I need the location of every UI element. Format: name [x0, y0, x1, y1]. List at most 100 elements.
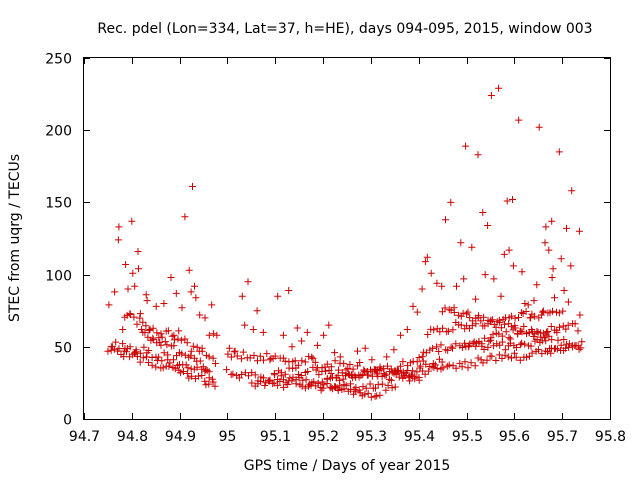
data-point — [575, 227, 583, 235]
data-point — [181, 335, 189, 343]
data-point — [225, 344, 233, 352]
data-point — [189, 342, 197, 350]
data-point — [188, 372, 196, 380]
x-tick-label: 94.7 — [69, 429, 100, 445]
data-point — [211, 382, 219, 390]
data-point — [279, 331, 287, 339]
data-point — [500, 250, 508, 258]
plot-frame — [83, 57, 611, 420]
data-point — [413, 308, 421, 316]
data-point — [534, 346, 542, 354]
data-point — [488, 352, 496, 360]
data-point — [373, 392, 381, 400]
data-point — [454, 311, 462, 319]
data-point — [171, 336, 178, 344]
data-point — [430, 364, 438, 372]
data-point — [463, 310, 471, 318]
data-point — [145, 326, 153, 334]
data-point — [437, 341, 445, 349]
y-axis-label: STEC from uqrg / TECUs — [7, 154, 23, 322]
data-point — [172, 289, 180, 297]
data-point — [138, 326, 146, 333]
data-point — [123, 311, 131, 319]
data-point — [170, 331, 178, 339]
data-point — [504, 353, 512, 361]
data-point — [548, 217, 556, 225]
data-point — [233, 352, 241, 360]
x-axis-ticks: 94.7 94.8 94.9 95 95.1 95.2 95.3 95.4 95.5 95.6 95… — [69, 58, 626, 445]
data-point — [249, 326, 257, 333]
data-point — [170, 342, 178, 350]
data-point — [129, 269, 137, 277]
data-point — [518, 339, 526, 347]
data-point — [160, 300, 168, 307]
data-point — [535, 123, 543, 131]
data-point — [462, 142, 470, 150]
data-point — [539, 307, 547, 315]
data-point — [152, 302, 160, 310]
data-point — [251, 371, 259, 379]
data-point — [512, 353, 520, 361]
data-point — [530, 312, 538, 320]
data-point — [563, 224, 570, 232]
data-point — [322, 367, 329, 375]
data-point — [551, 344, 559, 352]
data-point — [133, 353, 141, 360]
data-point — [549, 307, 556, 315]
data-point — [342, 382, 350, 390]
data-point — [415, 354, 423, 361]
data-point — [522, 308, 530, 315]
data-point — [201, 377, 209, 385]
data-point — [193, 363, 201, 371]
data-point — [424, 367, 432, 375]
data-point — [480, 346, 488, 353]
data-point — [438, 282, 446, 290]
data-point — [514, 330, 522, 338]
data-point — [384, 362, 391, 370]
data-point — [229, 370, 237, 378]
data-point — [487, 92, 495, 99]
data-point — [327, 370, 335, 377]
data-point — [241, 321, 249, 329]
data-point — [567, 262, 575, 270]
data-point — [553, 308, 560, 316]
data-point — [458, 363, 466, 371]
data-point — [139, 354, 147, 362]
data-point — [390, 369, 398, 377]
data-point — [276, 378, 284, 385]
data-point — [157, 341, 165, 349]
data-point — [474, 354, 482, 362]
data-point — [181, 213, 189, 221]
data-point — [196, 357, 204, 365]
data-point — [115, 345, 123, 353]
data-point — [355, 386, 363, 394]
data-point — [170, 356, 177, 364]
data-point — [508, 354, 515, 362]
data-point — [487, 316, 495, 324]
data-point — [492, 323, 500, 331]
data-point — [198, 347, 206, 355]
data-point — [224, 350, 232, 358]
data-point — [359, 383, 367, 391]
data-point — [298, 337, 306, 345]
data-point — [490, 275, 498, 283]
data-point — [363, 371, 371, 379]
data-point — [547, 349, 555, 357]
data-point — [409, 367, 417, 375]
data-point — [140, 343, 148, 351]
data-point — [462, 343, 470, 351]
data-point — [509, 196, 516, 203]
data-point — [548, 336, 556, 344]
data-point — [132, 348, 140, 356]
data-point — [445, 361, 453, 369]
data-point — [472, 342, 480, 350]
data-point — [161, 338, 169, 346]
data-point — [376, 391, 384, 399]
data-point — [165, 362, 173, 370]
data-point — [367, 393, 375, 401]
data-point — [382, 386, 390, 394]
data-point — [143, 297, 151, 305]
data-point — [559, 307, 567, 315]
data-point — [126, 343, 134, 351]
